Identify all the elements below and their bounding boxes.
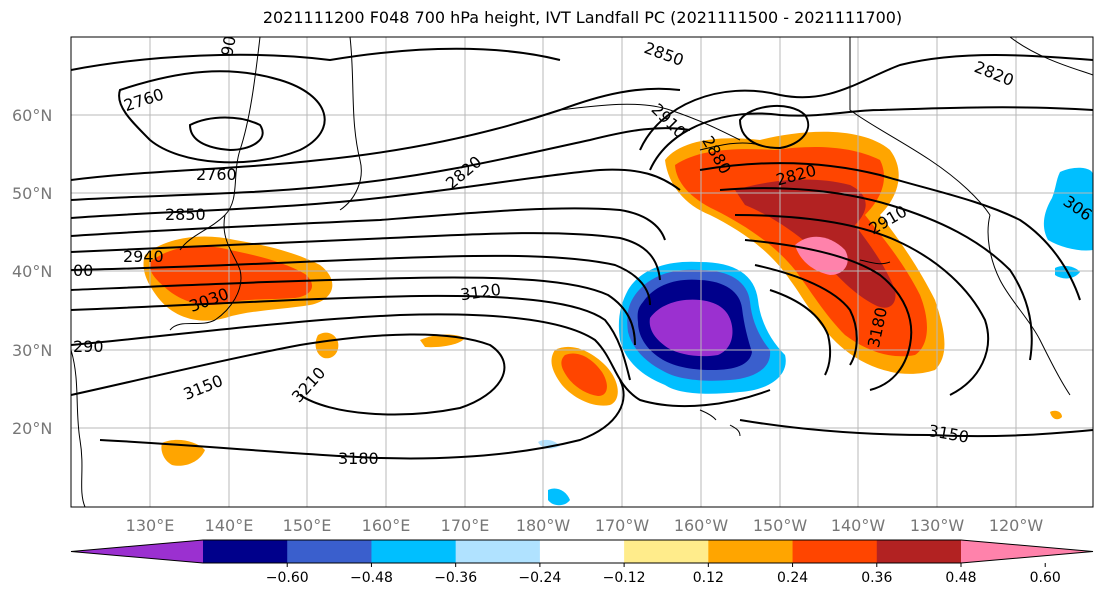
height-contours	[71, 47, 1093, 460]
colorbar-segment	[876, 540, 962, 563]
colorbar-segment	[455, 540, 541, 563]
map-title: 2021111200 F048 700 hPa height, IVT Land…	[262, 8, 903, 27]
contour-label: 90	[217, 34, 239, 57]
colorbar: −0.60 −0.48 −0.36 −0.24 −0.12 0.12 0.24 0.36 0.4…	[70, 539, 1094, 586]
colorbar-tick-label: 0.12	[693, 570, 724, 586]
lat-tick-label: 50°N	[12, 184, 52, 203]
colorbar-extend-min	[71, 540, 203, 563]
lon-tick-label: 180°W	[516, 516, 571, 535]
colorbar-tick-label: −0.60	[266, 570, 309, 586]
latitude-axis: 60°N 50°N 40°N 30°N 20°N	[12, 106, 52, 438]
colorbar-segment	[624, 540, 709, 563]
ivt-positive-region-east-pacific	[665, 131, 945, 374]
colorbar-tick-label: 0.24	[777, 570, 808, 586]
lon-tick-label: 170°E	[441, 516, 490, 535]
contour-label: 290	[73, 337, 104, 356]
lon-tick-label: 140°W	[831, 516, 886, 535]
ivt-negative-region	[538, 167, 1093, 506]
colorbar-tick-label: 0.48	[945, 570, 976, 586]
colorbar-extend-max	[961, 540, 1093, 563]
contour-label: 2940	[123, 247, 164, 266]
colorbar-segment	[203, 540, 288, 563]
colorbar-tick-label: −0.36	[434, 570, 477, 586]
lon-tick-label: 120°W	[989, 516, 1044, 535]
lon-tick-label: 130°E	[126, 516, 175, 535]
lat-tick-label: 30°N	[12, 341, 52, 360]
lon-tick-label: 140°E	[205, 516, 254, 535]
lon-tick-label: 160°E	[362, 516, 411, 535]
colorbar-tick-label: 0.60	[1030, 570, 1061, 586]
colorbar-tick-label: 0.36	[861, 570, 892, 586]
colorbar-outline	[70, 539, 1094, 564]
map-content	[71, 37, 1093, 507]
lat-tick-label: 60°N	[12, 106, 52, 125]
colorbar-segment	[287, 540, 372, 563]
contour-label: 3180	[338, 449, 379, 468]
lat-tick-label: 20°N	[12, 419, 52, 438]
colorbar-segment	[371, 540, 457, 563]
lon-tick-label: 150°W	[753, 516, 808, 535]
lon-tick-label: 170°W	[595, 516, 650, 535]
lat-tick-label: 40°N	[12, 262, 52, 281]
colorbar-tick-label: −0.12	[603, 570, 646, 586]
coastlines	[71, 37, 1093, 507]
map-border	[70, 36, 1094, 508]
colorbar-tick-label: −0.48	[350, 570, 393, 586]
colorbar-segment	[539, 540, 625, 563]
lon-tick-label: 160°W	[674, 516, 729, 535]
contour-label: 2850	[165, 205, 206, 224]
colorbar-segment	[708, 540, 794, 563]
colorbar-tick-label: −0.24	[518, 570, 561, 586]
lon-tick-label: 150°E	[283, 516, 332, 535]
contour-label: 2760	[196, 165, 237, 184]
lon-tick-label: 130°W	[910, 516, 965, 535]
contour-label: 00	[73, 261, 93, 280]
colorbar-segment	[792, 540, 878, 563]
longitude-axis: 130°E 140°E 150°E 160°E 170°E 180°W 170°…	[126, 516, 1044, 535]
